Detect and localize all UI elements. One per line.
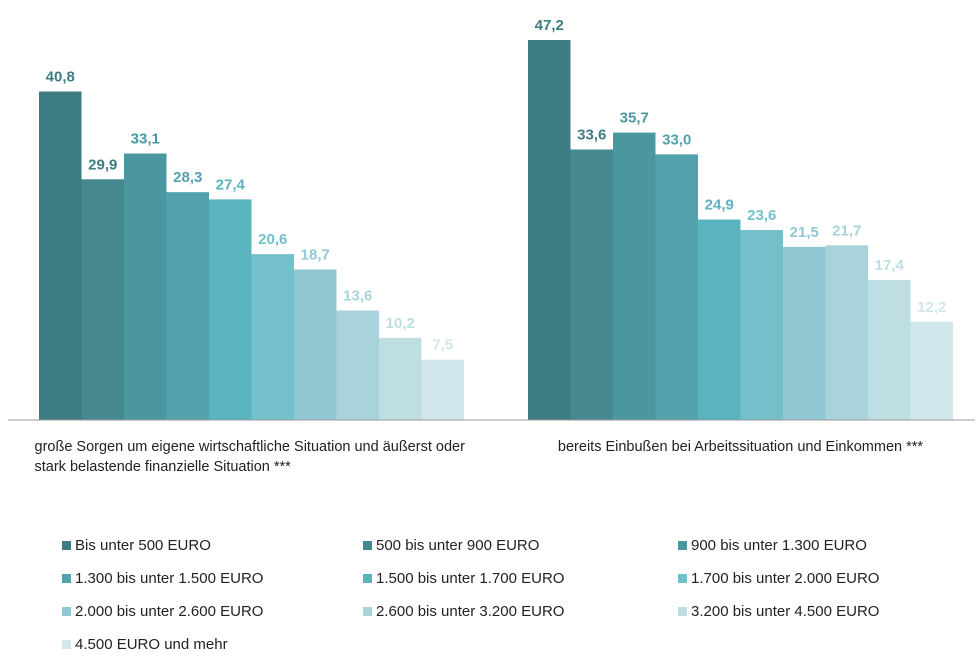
legend-label: 900 bis unter 1.300 EURO xyxy=(691,537,867,554)
bar xyxy=(868,279,911,420)
legend-swatch xyxy=(678,541,687,550)
value-label: 47,2 xyxy=(535,17,564,34)
legend-swatch xyxy=(62,574,71,583)
bar xyxy=(655,154,698,421)
bar xyxy=(336,310,379,420)
bar xyxy=(166,192,209,420)
value-label: 33,1 xyxy=(131,131,160,148)
bar xyxy=(613,132,656,420)
x-tick-label: große Sorgen um eigene wirtschaftliche S… xyxy=(34,439,465,475)
value-label: 28,3 xyxy=(173,169,202,186)
x-tick-label: bereits Einbußen bei Arbeitssituation un… xyxy=(557,439,924,455)
value-label: 29,9 xyxy=(88,156,117,173)
legend-label: 3.200 bis unter 4.500 EURO xyxy=(691,603,880,620)
legend-label: 500 bis unter 900 EURO xyxy=(376,537,540,554)
legend-label: 2.000 bis unter 2.600 EURO xyxy=(75,603,264,620)
value-label: 35,7 xyxy=(620,110,649,127)
value-label: 7,5 xyxy=(432,337,453,354)
legend-item: 1.700 bis unter 2.000 EURO xyxy=(678,570,879,587)
legend-label: 2.600 bis unter 3.200 EURO xyxy=(376,603,565,620)
bar xyxy=(251,254,294,420)
legend-label: 1.700 bis unter 2.000 EURO xyxy=(691,570,880,587)
legend-item: 2.600 bis unter 3.200 EURO xyxy=(363,603,564,620)
bar xyxy=(124,153,167,420)
legend-swatch xyxy=(678,574,687,583)
legend-item: 500 bis unter 900 EURO xyxy=(363,537,539,554)
legend-swatch xyxy=(363,574,372,583)
legend-item: 900 bis unter 1.300 EURO xyxy=(678,537,867,554)
legend-item: 3.200 bis unter 4.500 EURO xyxy=(678,603,879,620)
value-label: 10,2 xyxy=(386,315,415,332)
value-label: 21,7 xyxy=(832,222,861,239)
value-label: 33,0 xyxy=(662,131,691,148)
value-label: 12,2 xyxy=(917,299,946,316)
bar xyxy=(294,269,337,420)
value-label: 18,7 xyxy=(301,246,330,263)
bar xyxy=(570,149,613,421)
legend-label: Bis unter 500 EURO xyxy=(75,537,211,554)
legend-item: 1.300 bis unter 1.500 EURO xyxy=(62,570,263,587)
legend-label: 1.300 bis unter 1.500 EURO xyxy=(75,570,264,587)
bar xyxy=(698,219,741,420)
bar xyxy=(379,337,422,420)
legend-item: 1.500 bis unter 1.700 EURO xyxy=(363,570,564,587)
bar xyxy=(209,199,252,420)
legend-swatch xyxy=(62,640,71,649)
legend-swatch xyxy=(678,607,687,616)
bar xyxy=(39,91,82,420)
bar xyxy=(740,230,783,420)
legend-label: 1.500 bis unter 1.700 EURO xyxy=(376,570,565,587)
legend-item: 2.000 bis unter 2.600 EURO xyxy=(62,603,263,620)
bar xyxy=(81,179,124,420)
legend-swatch xyxy=(363,607,372,616)
value-label: 27,4 xyxy=(216,176,246,193)
value-label: 33,6 xyxy=(577,126,606,143)
legend-swatch xyxy=(62,541,71,550)
bar xyxy=(825,245,868,420)
legend-swatch xyxy=(62,607,71,616)
value-label: 13,6 xyxy=(343,288,372,305)
legend-item: 4.500 EURO und mehr xyxy=(62,636,228,653)
value-label: 24,9 xyxy=(705,197,734,214)
legend-swatch xyxy=(363,541,372,550)
legend-item: Bis unter 500 EURO xyxy=(62,537,211,554)
value-label: 17,4 xyxy=(875,257,905,274)
value-label: 21,5 xyxy=(790,224,819,241)
legend-label: 4.500 EURO und mehr xyxy=(75,636,228,653)
bar xyxy=(910,321,953,420)
bar xyxy=(421,359,464,420)
value-label: 20,6 xyxy=(258,231,287,248)
bar xyxy=(783,246,826,420)
value-label: 40,8 xyxy=(46,69,75,86)
value-label: 23,6 xyxy=(747,207,776,224)
bar xyxy=(528,40,571,420)
